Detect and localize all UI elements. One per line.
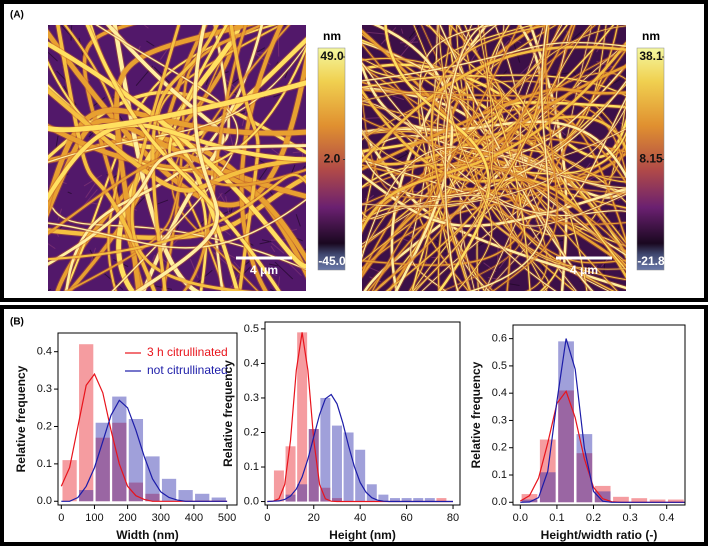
x-tick-label: 100 (85, 512, 103, 524)
y-tick-label: 0.3 (492, 414, 507, 426)
y-axis-label: Relative frequency (221, 360, 235, 467)
y-tick-label: 0.2 (37, 420, 52, 432)
x-tick-label: 0.4 (659, 512, 674, 524)
x-axis-label: Height (nm) (329, 528, 396, 542)
legend-label: 3 h citrullinated (147, 345, 228, 359)
y-tick-label: 0.4 (37, 346, 52, 358)
y-tick-label: 0.5 (244, 323, 259, 335)
afm-image (354, 20, 641, 296)
colorbar-label: 2.0 (324, 152, 341, 166)
histogram-bar (79, 344, 93, 501)
x-tick-label: 0 (58, 512, 64, 524)
colorbar-label: -21.8 (637, 254, 665, 268)
afm-texture (359, 34, 362, 45)
x-tick-label: 80 (447, 512, 459, 524)
panel-label: (B) (10, 317, 24, 328)
histogram-bar (178, 490, 192, 501)
x-tick-label: 200 (118, 512, 136, 524)
fit-curve (520, 339, 685, 503)
colorbar-unit: nm (323, 29, 341, 43)
y-tick-label: 0.2 (244, 426, 259, 438)
colorbar-label: -45.0 (318, 254, 346, 268)
y-tick-label: 0.2 (492, 442, 507, 454)
y-tick-label: 0.0 (37, 495, 52, 507)
afm-image (38, 10, 311, 299)
y-tick-label: 0.3 (244, 392, 259, 404)
x-tick-label: 500 (218, 512, 236, 524)
histogram-bar (558, 341, 574, 502)
afm-texture (38, 189, 49, 199)
x-tick-label: 0.3 (622, 512, 637, 524)
x-tick-label: 60 (400, 512, 412, 524)
histogram-bar (297, 484, 307, 501)
histogram-bar (344, 432, 354, 501)
histogram-bar (112, 397, 126, 502)
x-tick-label: 0.0 (513, 512, 528, 524)
y-tick-label: 0.1 (37, 458, 52, 470)
colorbar-unit: nm (642, 29, 660, 43)
colorbar-label: 38.1 (639, 49, 663, 63)
x-axis-label: Height/width ratio (-) (541, 528, 658, 542)
histogram-bar (274, 470, 284, 501)
x-tick-label: 0 (264, 512, 270, 524)
y-tick-label: 0.4 (244, 357, 259, 369)
legend-label: not citrullinated (147, 363, 228, 377)
y-tick-label: 0.0 (492, 496, 507, 508)
x-axis-label: Width (nm) (116, 528, 179, 542)
y-tick-label: 0.4 (492, 387, 507, 399)
x-tick-label: 0.2 (586, 512, 601, 524)
y-tick-label: 0.0 (244, 495, 259, 507)
histogram-bar (195, 494, 209, 501)
colorbar-label: 8.15 (639, 152, 663, 166)
y-axis-label: Relative frequency (469, 361, 483, 468)
afm-texture (39, 289, 51, 295)
scale-bar-label: 4 μm (250, 263, 278, 277)
x-tick-label: 300 (152, 512, 170, 524)
y-tick-label: 0.1 (492, 469, 507, 481)
colorbar-label: 49.0 (320, 49, 344, 63)
x-tick-label: 400 (185, 512, 203, 524)
histogram-bar (631, 498, 647, 502)
x-tick-label: 20 (308, 512, 320, 524)
x-tick-label: 40 (354, 512, 366, 524)
afm-texture (40, 258, 48, 270)
afm-texture (271, 21, 286, 25)
histogram-bar (355, 450, 365, 502)
histogram-bar (96, 423, 110, 502)
y-axis-label: Relative frequency (14, 365, 28, 472)
y-tick-label: 0.3 (37, 383, 52, 395)
x-tick-label: 0.1 (549, 512, 564, 524)
scale-bar-label: 4 μm (570, 263, 598, 277)
y-tick-label: 0.1 (244, 461, 259, 473)
histogram-bar (320, 398, 330, 502)
afm-texture (46, 10, 49, 26)
y-tick-label: 0.6 (492, 333, 507, 345)
panel-label: (A) (10, 10, 24, 21)
y-tick-label: 0.5 (492, 360, 507, 372)
histogram-bar (332, 426, 342, 502)
histogram-bar (286, 446, 296, 501)
histogram-bar (79, 490, 93, 501)
